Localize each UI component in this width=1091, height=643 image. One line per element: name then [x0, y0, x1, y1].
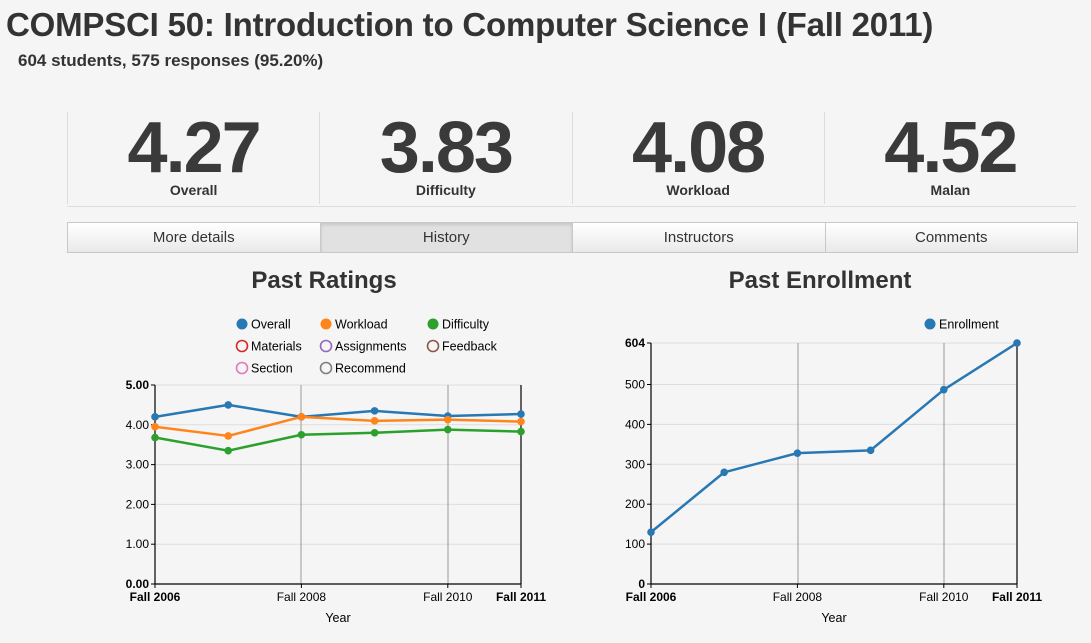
stat-overall: 4.27 Overall — [67, 112, 319, 204]
ratings-data-point-difficulty — [297, 430, 306, 439]
stat-label: Overall — [169, 182, 218, 198]
enrollment-x-tick-label: Fall 2008 — [773, 590, 823, 604]
response-summary: 604 students, 575 responses (95.20%) — [18, 51, 324, 70]
legend-marker-feedback — [426, 339, 440, 353]
legend-marker-materials — [235, 339, 249, 353]
ratings-y-tick-label: 5.00 — [126, 378, 150, 392]
legend-label-assignments: Assignments — [335, 340, 407, 354]
ratings-data-point-workload — [224, 432, 232, 440]
ratings-data-point-difficulty — [444, 425, 452, 434]
enrollment-y-tick-label: 500 — [625, 377, 645, 391]
ratings-series-line-overall — [154, 403, 522, 419]
enrollment-data-point-enrollment — [1013, 339, 1021, 347]
enrollment-x-tick-label: Fall 2011 — [992, 590, 1042, 604]
enrollment-y-tick-label: 400 — [625, 417, 645, 431]
ratings-x-tick-label: Fall 2008 — [277, 590, 327, 604]
stat-value: 4.52 — [884, 108, 1018, 188]
stat-value: 3.83 — [379, 108, 514, 188]
legend-label-recommend: Recommend — [335, 362, 406, 376]
legend-label-feedback: Feedback — [442, 340, 498, 354]
ratings-data-point-difficulty — [517, 427, 525, 436]
ratings-data-point-difficulty — [151, 433, 159, 442]
ratings-data-point-difficulty — [224, 446, 232, 455]
stat-workload: 4.08 Workload — [571, 108, 824, 204]
ratings-series-line-workload — [154, 415, 522, 438]
legend-marker-recommend — [319, 361, 333, 375]
legend-label-overall: Overall — [251, 318, 291, 332]
tab-bar: More details History Instructors Comment… — [67, 222, 1078, 253]
summary-stats: 4.27 Overall 3.83 Difficulty 4.08 Worklo… — [67, 112, 1076, 204]
past-ratings-title: Past Ratings — [251, 267, 397, 294]
enrollment-y-tick-label: 100 — [625, 537, 645, 551]
legend-label-difficulty: Difficulty — [442, 318, 490, 332]
legend-label-section: Section — [251, 362, 293, 376]
past-enrollment-title: Past Enrollment — [728, 267, 912, 294]
legend-marker-enrollment — [924, 318, 936, 330]
stat-value: 4.08 — [632, 108, 766, 188]
enrollment-data-point-enrollment — [866, 446, 875, 455]
stat-label: Workload — [666, 182, 730, 198]
ratings-data-point-overall — [517, 410, 525, 418]
enrollment-x-tick-label: Fall 2010 — [919, 590, 969, 604]
ratings-data-point-overall — [224, 401, 232, 409]
ratings-y-tick-label: 3.00 — [126, 458, 150, 472]
enrollment-data-point-enrollment — [720, 468, 728, 477]
stat-label: Malan — [930, 182, 971, 198]
ratings-y-tick-label: 2.00 — [126, 497, 150, 511]
ratings-data-point-workload — [444, 415, 452, 424]
enrollment-y-tick-label: 300 — [625, 457, 645, 471]
ratings-y-tick-label: 4.00 — [126, 418, 150, 432]
ratings-data-point-workload — [517, 417, 525, 426]
enrollment-y-tick-label: 200 — [625, 497, 645, 511]
ratings-x-tick-label: Fall 2006 — [130, 590, 181, 604]
legend-marker-assignments — [319, 339, 333, 353]
ratings-x-tick-label: Fall 2011 — [496, 590, 546, 604]
enrollment-data-point-enrollment — [940, 385, 948, 394]
legend-label-materials: Materials — [251, 340, 302, 354]
stat-difficulty: 3.83 Difficulty — [319, 112, 571, 204]
ratings-x-axis-label: Year — [325, 611, 350, 625]
legend-marker-workload — [320, 318, 332, 330]
legend-marker-difficulty — [427, 318, 439, 330]
stat-malan: 4.52 Malan — [823, 108, 1076, 204]
stats-divider — [67, 206, 1076, 207]
legend-label-workload: Workload — [335, 318, 388, 332]
stat-label: Difficulty — [415, 182, 476, 198]
enrollment-x-tick-label: Fall 2006 — [626, 590, 677, 604]
legend-marker-overall — [236, 318, 248, 330]
tab-instructors[interactable]: Instructors — [572, 222, 826, 253]
tab-more-details[interactable]: More details — [67, 222, 321, 253]
legend-marker-section — [235, 361, 249, 375]
ratings-data-point-difficulty — [370, 428, 379, 437]
ratings-data-point-workload — [370, 417, 379, 425]
ratings-data-point-overall — [151, 413, 159, 421]
ratings-y-tick-label: 1.00 — [126, 537, 150, 551]
ratings-data-point-workload — [151, 422, 159, 431]
enrollment-series-line-enrollment — [650, 341, 1018, 534]
enrollment-y-tick-label: 604 — [625, 336, 645, 350]
enrollment-data-point-enrollment — [793, 449, 802, 457]
tab-comments[interactable]: Comments — [824, 222, 1078, 253]
ratings-series-line-difficulty — [154, 428, 522, 452]
ratings-data-point-workload — [297, 413, 306, 421]
enrollment-x-axis-label: Year — [821, 611, 846, 625]
course-title: COMPSCI 50: Introduction to Computer Sci… — [6, 6, 934, 43]
enrollment-y-tick-label: 0 — [638, 577, 645, 591]
ratings-x-tick-label: Fall 2010 — [423, 590, 473, 604]
legend-label-enrollment: Enrollment — [939, 318, 999, 332]
stat-value: 4.27 — [127, 108, 262, 188]
ratings-y-tick-label: 0.00 — [126, 577, 150, 591]
ratings-data-point-overall — [370, 407, 379, 415]
enrollment-data-point-enrollment — [647, 528, 655, 536]
tab-history[interactable]: History — [319, 222, 573, 253]
